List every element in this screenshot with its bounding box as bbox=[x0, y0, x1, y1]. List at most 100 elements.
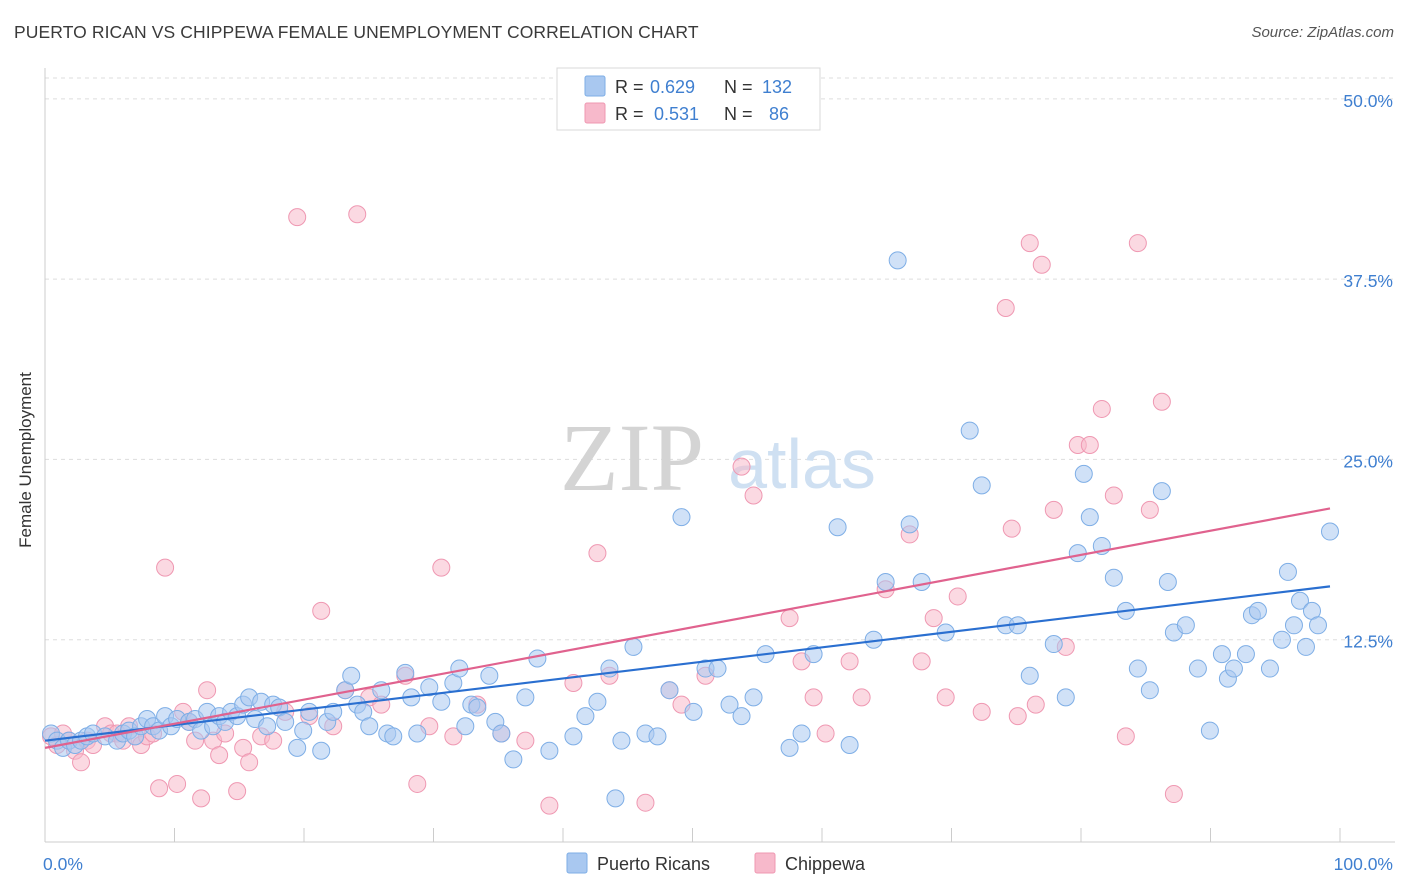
chippewa-point bbox=[288, 208, 307, 227]
chippewa-point bbox=[228, 782, 247, 801]
chippewa-point bbox=[1044, 500, 1063, 519]
puerto-ricans-point bbox=[1236, 645, 1255, 664]
chippewa-point bbox=[432, 558, 451, 577]
y-tick-label: 12.5% bbox=[1343, 632, 1393, 652]
chippewa-point bbox=[816, 724, 835, 743]
puerto-ricans-point bbox=[732, 707, 751, 726]
puerto-ricans-point bbox=[960, 421, 979, 440]
legend-pink-r-label: R = bbox=[615, 104, 644, 124]
puerto-ricans-point bbox=[1020, 666, 1039, 685]
chippewa-point bbox=[972, 702, 991, 721]
y-tick-label: 25.0% bbox=[1343, 451, 1393, 471]
chippewa-point bbox=[1104, 486, 1123, 505]
legend-blue-swatch bbox=[584, 75, 606, 97]
chippewa-point bbox=[1128, 234, 1147, 253]
puerto-ricans-point bbox=[1248, 601, 1267, 620]
legend-bottom-blue-swatch bbox=[566, 852, 588, 874]
puerto-ricans-point bbox=[504, 750, 523, 769]
y-tick-label: 37.5% bbox=[1343, 271, 1393, 291]
chippewa-point bbox=[312, 601, 331, 620]
chippewa-point bbox=[924, 609, 943, 628]
chippewa-point bbox=[804, 688, 823, 707]
chippewa-point bbox=[240, 753, 259, 772]
puerto-ricans-point bbox=[1128, 659, 1147, 678]
puerto-ricans-point bbox=[576, 707, 595, 726]
legend-pink-n-value: 86 bbox=[769, 104, 789, 124]
chippewa-point bbox=[150, 779, 169, 798]
puerto-ricans-point bbox=[624, 637, 643, 656]
legend-bottom-chippewa: Chippewa bbox=[785, 854, 866, 874]
puerto-ricans-point bbox=[972, 476, 991, 495]
puerto-ricans-point bbox=[1104, 568, 1123, 587]
puerto-ricans-point bbox=[1308, 616, 1327, 635]
puerto-ricans-point bbox=[342, 666, 361, 685]
chippewa-point bbox=[636, 793, 655, 812]
chippewa-point bbox=[852, 688, 871, 707]
puerto-ricans-point bbox=[1176, 616, 1195, 635]
puerto-ricans-point bbox=[288, 738, 307, 757]
y-tick-labels: 12.5% 25.0% 37.5% 50.0% bbox=[1343, 91, 1393, 652]
puerto-ricans-point bbox=[1074, 464, 1093, 483]
puerto-ricans-point bbox=[258, 717, 277, 736]
puerto-ricans-point bbox=[1056, 688, 1075, 707]
puerto-ricans-point bbox=[312, 741, 331, 760]
chippewa-point bbox=[780, 609, 799, 628]
puerto-ricans-point bbox=[612, 731, 631, 750]
puerto-ricans-point bbox=[708, 659, 727, 678]
chippewa-point bbox=[1116, 727, 1135, 746]
puerto-ricans-point bbox=[1278, 562, 1297, 581]
puerto-ricans-point bbox=[516, 688, 535, 707]
chippewa-point bbox=[840, 652, 859, 671]
puerto-ricans-point bbox=[1320, 522, 1339, 541]
legend-pink-r-value: 0.531 bbox=[654, 104, 699, 124]
puerto-ricans-point bbox=[276, 712, 295, 731]
puerto-ricans-point bbox=[780, 738, 799, 757]
series-puerto-ricans-points bbox=[42, 251, 1339, 808]
watermark-zip: ZIP bbox=[560, 404, 704, 511]
chippewa-point bbox=[948, 587, 967, 606]
chippewa-point bbox=[1152, 392, 1171, 411]
chippewa-point bbox=[936, 688, 955, 707]
chippewa-point bbox=[1140, 500, 1159, 519]
puerto-ricans-point bbox=[744, 688, 763, 707]
puerto-ricans-point bbox=[684, 702, 703, 721]
puerto-ricans-point bbox=[300, 702, 319, 721]
chippewa-point bbox=[732, 457, 751, 476]
chippewa-point bbox=[1002, 519, 1021, 538]
puerto-ricans-point bbox=[606, 789, 625, 808]
chippewa-point bbox=[408, 774, 427, 793]
chart-title: PUERTO RICAN VS CHIPPEWA FEMALE UNEMPLOY… bbox=[14, 22, 699, 42]
puerto-ricans-point bbox=[840, 736, 859, 754]
x-tick-label-max: 100.0% bbox=[1334, 854, 1393, 874]
puerto-ricans-point bbox=[294, 721, 313, 740]
puerto-ricans-point bbox=[468, 698, 487, 717]
legend-blue-n-label: N = bbox=[724, 77, 753, 97]
legend-bottom: Puerto Ricans Chippewa bbox=[566, 852, 866, 874]
puerto-ricans-point bbox=[480, 666, 499, 685]
chippewa-point bbox=[72, 753, 91, 772]
chippewa-point bbox=[348, 205, 367, 224]
puerto-ricans-point bbox=[384, 727, 403, 746]
puerto-ricans-point bbox=[1140, 681, 1159, 700]
axes bbox=[44, 68, 1395, 843]
chippewa-point bbox=[1008, 707, 1027, 726]
puerto-ricans-trend-line bbox=[44, 585, 1331, 742]
puerto-ricans-point bbox=[408, 724, 427, 743]
legend-pink-n-label: N = bbox=[724, 104, 753, 124]
chippewa-point bbox=[588, 544, 607, 563]
x-tick-labels: 0.0% 100.0% bbox=[43, 854, 1393, 874]
puerto-ricans-point bbox=[1188, 659, 1207, 678]
puerto-ricans-point bbox=[1044, 635, 1063, 654]
puerto-ricans-point bbox=[1296, 637, 1315, 656]
legend-top: R = 0.629 N = 132 R = 0.531 N = 86 bbox=[556, 67, 821, 131]
chippewa-point bbox=[1080, 436, 1099, 454]
puerto-ricans-point bbox=[1290, 591, 1309, 610]
y-tick-label: 50.0% bbox=[1343, 91, 1393, 111]
grid-lines bbox=[45, 77, 1395, 641]
puerto-ricans-point bbox=[912, 573, 931, 592]
chippewa-point bbox=[912, 652, 931, 671]
chippewa-point bbox=[168, 774, 187, 793]
puerto-ricans-point bbox=[792, 724, 811, 743]
chippewa-point bbox=[1020, 234, 1039, 253]
puerto-ricans-point bbox=[648, 727, 667, 746]
